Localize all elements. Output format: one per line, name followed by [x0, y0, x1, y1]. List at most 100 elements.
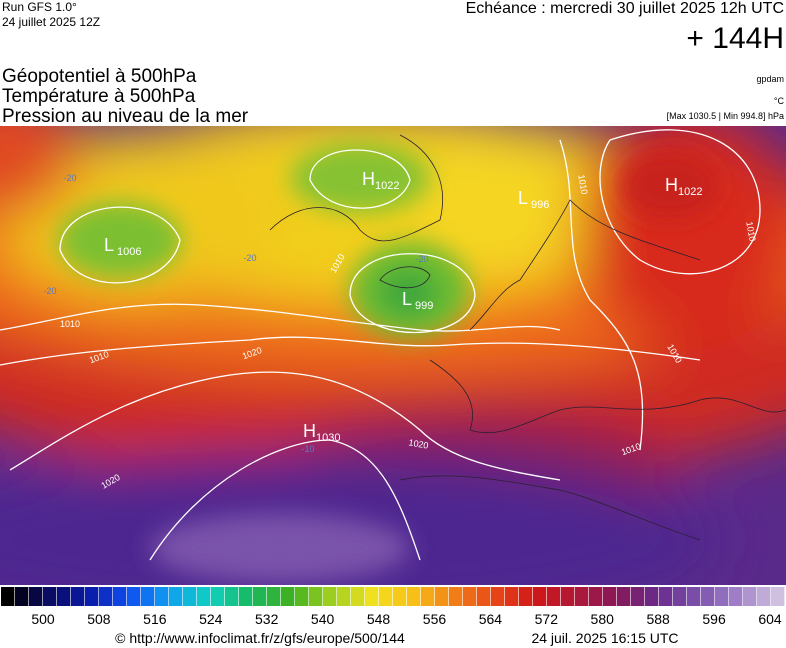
center-value: 1006 [117, 246, 141, 258]
colorbar-label: 516 [143, 611, 167, 627]
colorbar-swatch [337, 587, 351, 606]
colorbar-swatch [281, 587, 295, 606]
colorbar-swatch [295, 587, 309, 606]
colorbar-swatch [57, 587, 71, 606]
colorbar-swatch [379, 587, 393, 606]
colorbar-swatch [365, 587, 379, 606]
temperature-label: -20 [63, 173, 76, 183]
colorbar-swatch [141, 587, 155, 606]
colorbar-label: 532 [255, 611, 279, 627]
colorbar-swatch [589, 587, 603, 606]
footer-time: 24 juil. 2025 16:15 UTC [531, 630, 678, 646]
title-line: Pression au niveau de la mer [2, 106, 249, 127]
isobar-label: 1010 [744, 221, 757, 242]
colorbar-swatch [239, 587, 253, 606]
colorbar-swatch [575, 587, 589, 606]
colorbar-swatch [183, 587, 197, 606]
colorbar-label: 596 [702, 611, 726, 627]
center-value: 1022 [678, 186, 702, 198]
colorbar-label: 500 [31, 611, 55, 627]
colorbar-swatch [113, 587, 127, 606]
colorbar-swatch [771, 587, 785, 606]
colorbar-swatch [29, 587, 43, 606]
temperature-label: -10 [301, 444, 314, 454]
colorbar-swatch [99, 587, 113, 606]
center-value: 1030 [316, 432, 340, 444]
colorbar-swatch [673, 587, 687, 606]
lead-time: + 144H [686, 22, 784, 55]
unit-celsius: °C [774, 96, 785, 106]
isobar-label: 1010 [60, 319, 80, 329]
colorbar-swatch [743, 587, 757, 606]
run-label: Run GFS 1.0° [2, 0, 77, 14]
colorbar-swatch [127, 587, 141, 606]
title-line: Géopotentiel à 500hPa [2, 66, 197, 87]
colorbar-label: 548 [367, 611, 391, 627]
center-letter: L [518, 188, 528, 208]
colorbar-swatch [85, 587, 99, 606]
colorbar-swatch [211, 587, 225, 606]
center-letter: H [303, 421, 316, 441]
colorbar-swatch [547, 587, 561, 606]
colorbar-swatch [645, 587, 659, 606]
center-value: 999 [415, 300, 433, 312]
temperature-label: -20 [43, 286, 56, 296]
center-letter: H [362, 169, 375, 189]
colorbar-swatch [1, 587, 15, 606]
footer-url: © http://www.infoclimat.fr/z/gfs/europe/… [115, 630, 405, 646]
colorbar-swatch [309, 587, 323, 606]
colorbar-swatch [351, 587, 365, 606]
valid-time: Echéance : mercredi 30 juillet 2025 12h … [466, 0, 784, 17]
colorbar-swatch [603, 587, 617, 606]
colorbar-swatch [253, 587, 267, 606]
colorbar-swatch [617, 587, 631, 606]
colorbar-label: 588 [646, 611, 670, 627]
colorbar-swatch [687, 587, 701, 606]
colorbar-label: 508 [87, 611, 111, 627]
run-date: 24 juillet 2025 12Z [2, 15, 100, 29]
colorbar-label: 556 [423, 611, 447, 627]
colorbar-swatch [701, 587, 715, 606]
coastlines [269, 134, 786, 541]
colorbar-swatch [323, 587, 337, 606]
title-line: Température à 500hPa [2, 86, 196, 107]
colorbar-swatch [631, 587, 645, 606]
isobar-label: 1010 [576, 174, 589, 195]
colorbar-swatch [267, 587, 281, 606]
colorbar-swatch [505, 587, 519, 606]
colorbar-swatch [561, 587, 575, 606]
temperature-label: -20 [243, 253, 256, 263]
colorbar-swatch [155, 587, 169, 606]
pressure-range: [Max 1030.5 | Min 994.8] hPa [667, 111, 784, 121]
colorbar-swatch [407, 587, 421, 606]
colorbar-swatch [43, 587, 57, 606]
colorbar-label: 580 [591, 611, 615, 627]
center-value: 996 [531, 199, 549, 211]
colorbar-swatch [15, 587, 29, 606]
colorbar-label: 572 [535, 611, 559, 627]
colorbar: 500 508 516 524 532 540 548 556 564 572 580 588 596 6… [1, 587, 785, 627]
colorbar-swatch [463, 587, 477, 606]
center-letter: L [402, 289, 412, 309]
isobar-label: 1020 [408, 437, 429, 450]
colorbar-swatch [715, 587, 729, 606]
colorbar-swatch [435, 587, 449, 606]
colorbar-label: 540 [311, 611, 335, 627]
isobars [0, 129, 761, 561]
colorbar-swatch [519, 587, 533, 606]
colorbar-swatch [71, 587, 85, 606]
center-letter: H [665, 175, 678, 195]
colorbar-swatch [197, 587, 211, 606]
colorbar-swatch [491, 587, 505, 606]
colorbar-swatch [449, 587, 463, 606]
center-value: 1022 [375, 180, 399, 192]
colorbar-swatch [729, 587, 743, 606]
unit-gpdam: gpdam [756, 74, 784, 84]
colorbar-label: 604 [758, 611, 782, 627]
colorbar-swatch [225, 587, 239, 606]
colorbar-swatch [659, 587, 673, 606]
colorbar-swatch [393, 587, 407, 606]
colorbar-swatch [477, 587, 491, 606]
